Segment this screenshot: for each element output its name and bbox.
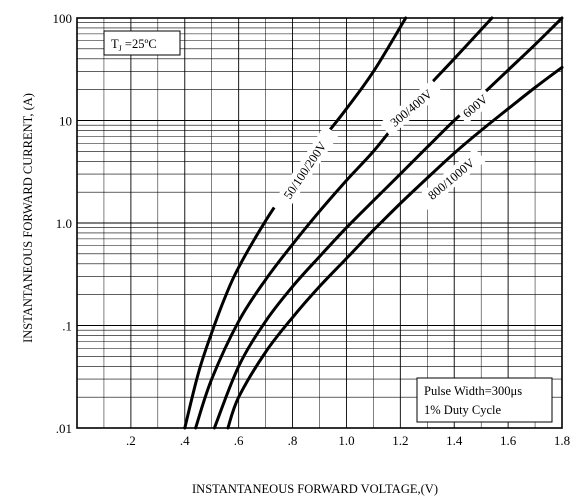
plot-frame — [76, 17, 563, 429]
x-tick-label: 1.4 — [446, 433, 463, 448]
x-tick-label: 1.8 — [554, 433, 570, 448]
x-tick-label: 1.0 — [338, 433, 354, 448]
temperature-annotation: TJ =25ºC — [111, 37, 157, 53]
pulse-width-annotation: Pulse Width=300μs — [424, 384, 522, 398]
tick-labels: .2 .4 .6 .8 1.0 1.2 1.4 1.6 1.8 .01 .1 1.0 10 100 — [53, 11, 571, 448]
curves — [183, 16, 564, 430]
x-tick-label: .8 — [288, 433, 298, 448]
x-tick-label: 1.2 — [392, 433, 408, 448]
x-tick-label: 1.6 — [500, 433, 517, 448]
x-axis-title: INSTANTANEOUS FORWARD VOLTAGE,(V) — [192, 482, 438, 496]
series-line-3 — [226, 65, 564, 430]
y-tick-label: 100 — [53, 11, 73, 26]
grid — [76, 17, 563, 429]
series-label-800-1000v: 800/1000V — [425, 156, 477, 203]
x-tick-label: .2 — [126, 433, 136, 448]
series-label-300-400v: 300/400V — [388, 87, 435, 130]
temperature-box — [103, 30, 181, 56]
duty-cycle-annotation: 1% Duty Cycle — [424, 403, 502, 417]
y-axis-title: INSTANTANEOUS FORWARD CURRENT, (A) — [21, 93, 35, 343]
pulse-box — [416, 377, 553, 423]
y-tick-label: 1.0 — [56, 216, 72, 231]
y-tick-label: .1 — [62, 319, 72, 334]
y-tick-label: 10 — [59, 114, 72, 129]
series-line-0 — [183, 16, 408, 430]
series-line-2 — [212, 16, 564, 430]
x-tick-label: .4 — [180, 433, 190, 448]
y-tick-label: .01 — [56, 421, 72, 436]
x-tick-label: .6 — [234, 433, 244, 448]
